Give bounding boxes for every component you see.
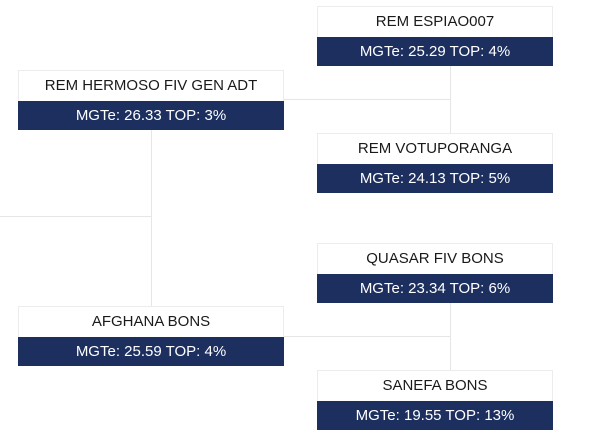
pedigree-node-sire-sire[interactable]: REM ESPIAO007 MGTe: 25.29 TOP: 4% (317, 6, 553, 66)
connector-sire-horizontal (283, 99, 451, 100)
node-stats: MGTe: 25.59 TOP: 4% (18, 337, 284, 366)
connector-left-vertical (151, 129, 152, 337)
node-name: AFGHANA BONS (18, 306, 284, 337)
connector-dam-vertical (450, 302, 451, 370)
node-name: SANEFA BONS (317, 370, 553, 401)
connector-root-horizontal (0, 216, 152, 217)
node-name: REM HERMOSO FIV GEN ADT (18, 70, 284, 101)
node-stats: MGTe: 25.29 TOP: 4% (317, 37, 553, 66)
node-stats: MGTe: 24.13 TOP: 5% (317, 164, 553, 193)
node-name: REM VOTUPORANGA (317, 133, 553, 164)
pedigree-node-dam[interactable]: AFGHANA BONS MGTe: 25.59 TOP: 4% (18, 306, 284, 366)
pedigree-node-dam-sire[interactable]: QUASAR FIV BONS MGTe: 23.34 TOP: 6% (317, 243, 553, 303)
node-stats: MGTe: 26.33 TOP: 3% (18, 101, 284, 130)
node-name: QUASAR FIV BONS (317, 243, 553, 274)
connector-dam-horizontal (283, 336, 451, 337)
node-stats: MGTe: 19.55 TOP: 13% (317, 401, 553, 430)
node-stats: MGTe: 23.34 TOP: 6% (317, 274, 553, 303)
connector-sire-vertical (450, 65, 451, 133)
pedigree-node-sire[interactable]: REM HERMOSO FIV GEN ADT MGTe: 26.33 TOP:… (18, 70, 284, 130)
pedigree-node-dam-dam[interactable]: SANEFA BONS MGTe: 19.55 TOP: 13% (317, 370, 553, 430)
node-name: REM ESPIAO007 (317, 6, 553, 37)
pedigree-node-sire-dam[interactable]: REM VOTUPORANGA MGTe: 24.13 TOP: 5% (317, 133, 553, 193)
